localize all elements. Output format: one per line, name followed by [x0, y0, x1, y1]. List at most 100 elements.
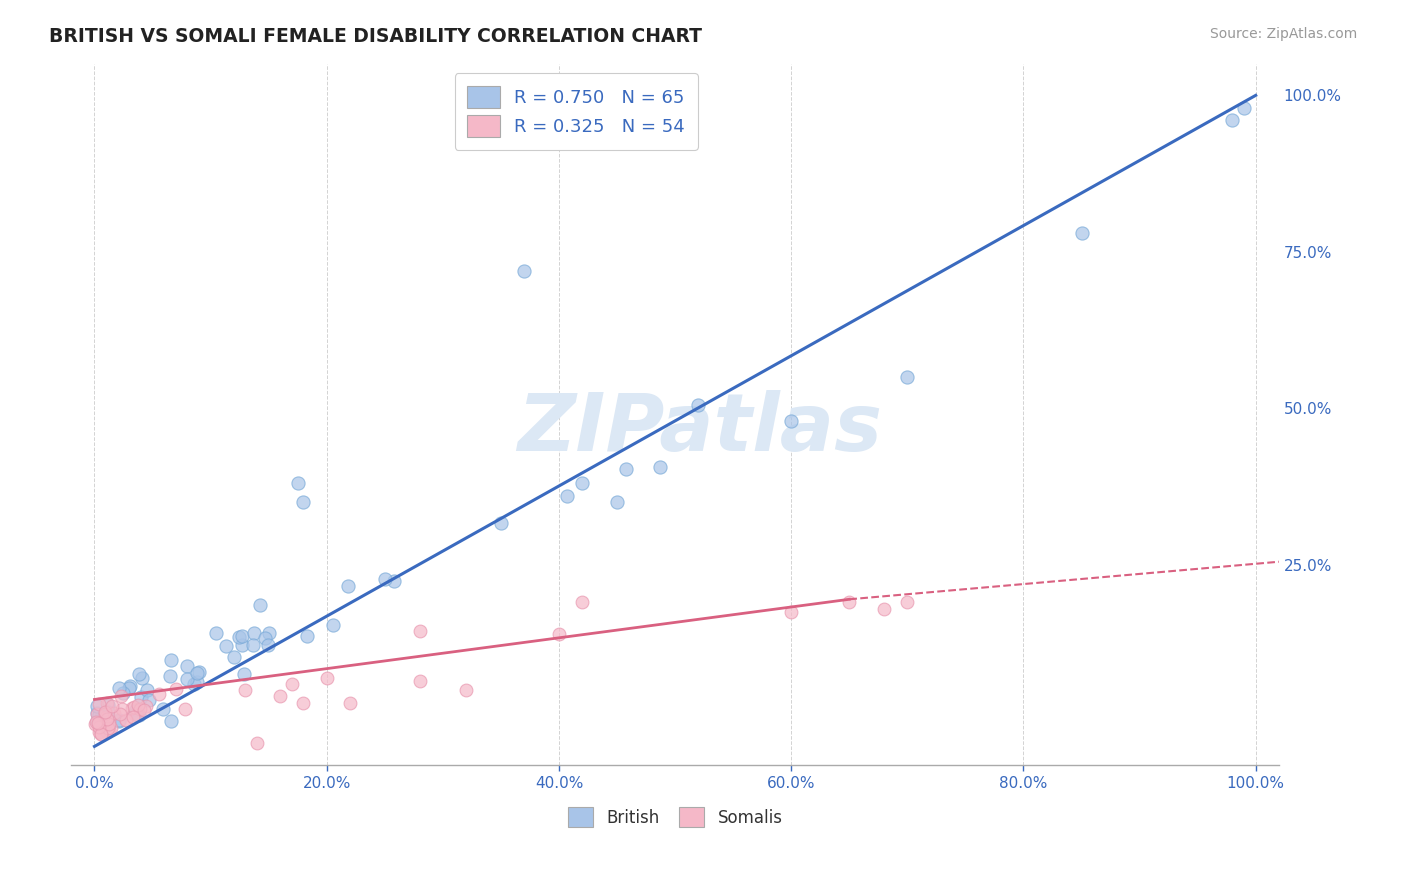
- Point: [90, 727, 112, 741]
- Point: [121, 701, 143, 715]
- Point: [117, 681, 139, 696]
- Point: [183, 676, 205, 690]
- Point: [235, 683, 257, 698]
- Point: [94, 705, 117, 719]
- Point: [688, 398, 710, 412]
- Point: [136, 682, 159, 697]
- Point: [135, 699, 157, 714]
- Point: [408, 673, 430, 688]
- Text: BRITISH VS SOMALI FEMALE DISABILITY CORRELATION CHART: BRITISH VS SOMALI FEMALE DISABILITY CORR…: [49, 27, 702, 45]
- Point: [1233, 101, 1256, 115]
- Point: [125, 708, 148, 723]
- Point: [491, 516, 513, 530]
- Point: [1222, 113, 1244, 128]
- Point: [89, 707, 111, 722]
- Point: [176, 658, 198, 673]
- Point: [513, 263, 536, 277]
- Point: [159, 669, 181, 683]
- Point: [86, 707, 108, 722]
- Point: [186, 665, 208, 680]
- Point: [89, 698, 111, 712]
- Point: [115, 713, 138, 727]
- Point: [98, 717, 121, 731]
- Point: [873, 601, 896, 615]
- Point: [122, 710, 145, 724]
- Point: [315, 671, 337, 685]
- Point: [187, 665, 209, 680]
- Point: [101, 699, 124, 714]
- Point: [97, 705, 120, 719]
- Point: [606, 495, 628, 509]
- Point: [86, 699, 108, 714]
- Point: [114, 713, 136, 727]
- Point: [571, 595, 593, 609]
- Point: [100, 722, 122, 736]
- Point: [84, 717, 107, 731]
- Point: [111, 686, 134, 700]
- Point: [96, 696, 118, 710]
- Point: [108, 714, 131, 729]
- Point: [173, 702, 195, 716]
- Point: [231, 629, 253, 643]
- Point: [94, 707, 117, 722]
- Point: [215, 639, 238, 653]
- Point: [131, 690, 153, 705]
- Point: [555, 490, 578, 504]
- Point: [159, 714, 181, 728]
- Point: [94, 709, 117, 723]
- Point: [339, 696, 361, 710]
- Point: [86, 706, 108, 720]
- Point: [548, 626, 571, 640]
- Point: [257, 625, 280, 640]
- Point: [374, 572, 396, 586]
- Point: [336, 579, 359, 593]
- Point: [292, 696, 315, 710]
- Point: [89, 711, 111, 725]
- Point: [780, 605, 803, 619]
- Point: [295, 629, 318, 643]
- Point: [614, 462, 637, 476]
- Point: [322, 618, 344, 632]
- Point: [125, 703, 148, 717]
- Point: [256, 638, 278, 652]
- Point: [90, 727, 112, 741]
- Point: [222, 649, 245, 664]
- Point: [838, 595, 860, 609]
- Point: [896, 370, 918, 384]
- Point: [242, 625, 264, 640]
- Point: [111, 702, 134, 716]
- Point: [249, 598, 271, 612]
- Point: [292, 495, 315, 509]
- Point: [87, 720, 110, 734]
- Text: Source: ZipAtlas.com: Source: ZipAtlas.com: [1209, 27, 1357, 41]
- Point: [96, 724, 118, 739]
- Point: [89, 714, 111, 729]
- Point: [231, 638, 253, 652]
- Point: [97, 723, 120, 737]
- Point: [118, 680, 141, 694]
- Point: [242, 638, 264, 652]
- Point: [896, 595, 918, 609]
- Point: [132, 703, 155, 717]
- Point: [228, 630, 250, 644]
- Point: [124, 706, 146, 721]
- Point: [128, 667, 150, 681]
- Point: [86, 715, 108, 730]
- Point: [128, 707, 150, 722]
- Point: [648, 459, 671, 474]
- Text: ZIPatlas: ZIPatlas: [517, 390, 882, 467]
- Point: [176, 672, 198, 686]
- Point: [128, 702, 150, 716]
- Point: [89, 724, 111, 739]
- Point: [233, 666, 256, 681]
- Point: [454, 683, 477, 698]
- Legend: British, Somalis: British, Somalis: [561, 800, 789, 834]
- Point: [96, 713, 118, 727]
- Point: [97, 698, 120, 712]
- Point: [107, 681, 129, 695]
- Point: [131, 671, 153, 685]
- Point: [571, 476, 593, 491]
- Point: [269, 690, 291, 704]
- Point: [138, 693, 160, 707]
- Point: [148, 687, 170, 701]
